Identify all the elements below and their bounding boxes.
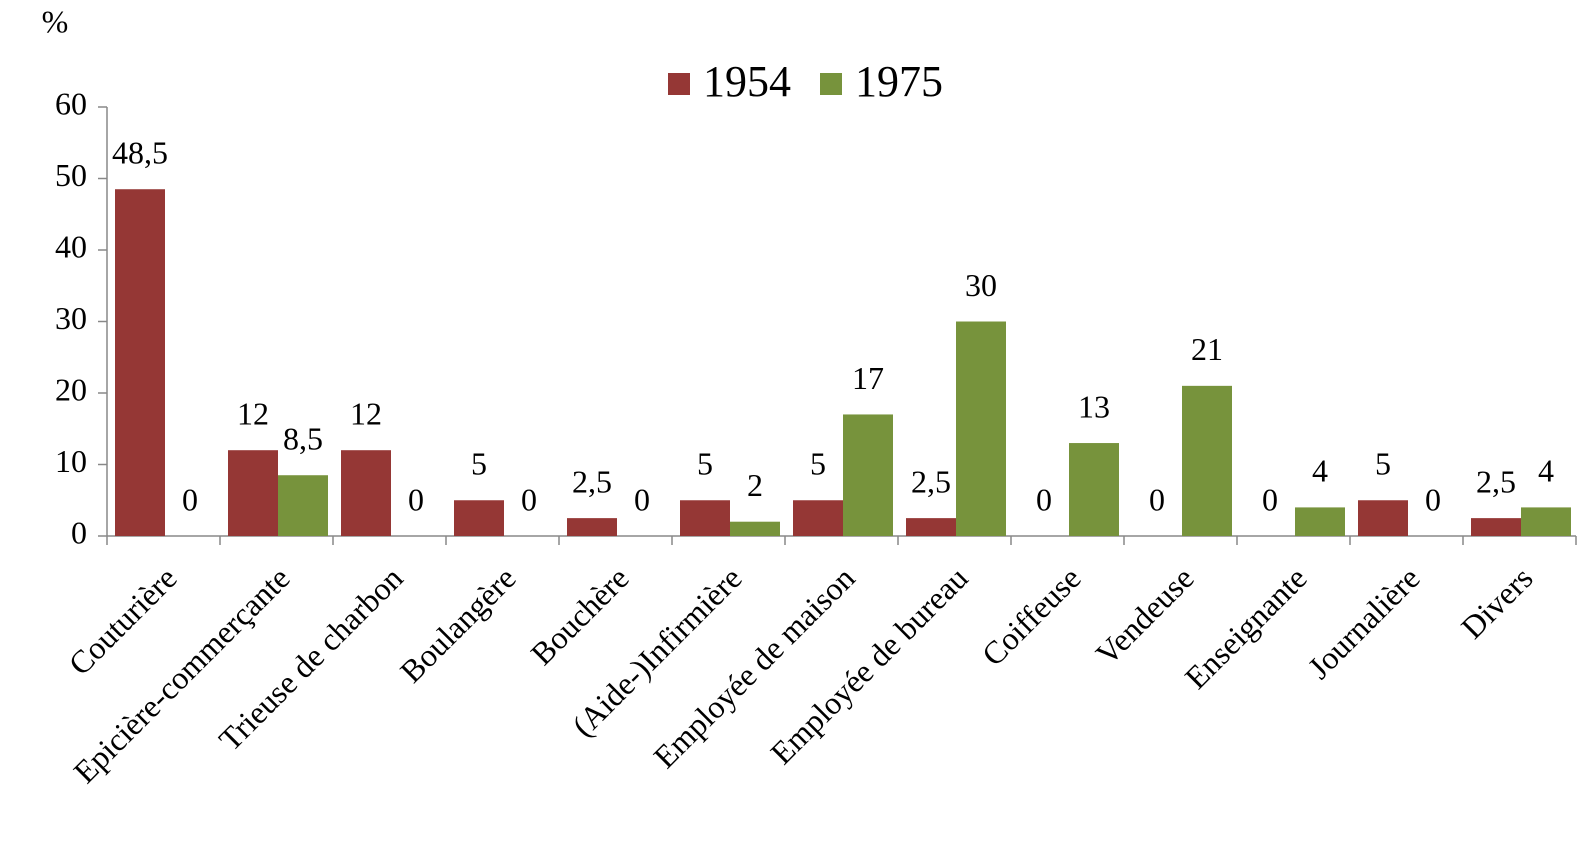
bar (115, 189, 165, 536)
value-label: 0 (634, 481, 650, 517)
x-tick-label: Employée de maison (646, 560, 861, 775)
value-label: 0 (1149, 481, 1165, 517)
value-label: 21 (1191, 331, 1223, 367)
bar (793, 500, 843, 536)
y-tick-label: 10 (55, 443, 87, 479)
value-label: 0 (182, 481, 198, 517)
bar (1069, 443, 1119, 536)
bar (1182, 385, 1232, 536)
bar (906, 518, 956, 536)
value-label: 4 (1312, 453, 1328, 489)
value-label: 17 (852, 360, 884, 396)
y-tick-label: 0 (71, 514, 87, 550)
x-tick-label: Epicière-commerçante (66, 560, 296, 790)
bar (730, 521, 780, 536)
x-tick-label: Enseignante (1178, 560, 1314, 696)
value-label: 48,5 (112, 135, 168, 171)
bar (1295, 507, 1345, 536)
value-label: 4 (1538, 453, 1554, 489)
bar (1358, 500, 1408, 536)
x-tick-label: Divers (1454, 560, 1540, 646)
value-label: 2,5 (1476, 463, 1516, 499)
y-tick-label: 20 (55, 371, 87, 407)
bar (1471, 518, 1521, 536)
value-label: 12 (237, 396, 269, 432)
value-label: 5 (810, 446, 826, 482)
y-axis-label: % (42, 3, 69, 39)
x-tick-label: Coiffeuse (975, 560, 1088, 673)
y-tick-label: 50 (55, 157, 87, 193)
bar (843, 414, 893, 536)
value-label: 0 (408, 481, 424, 517)
bar (1521, 507, 1571, 536)
y-tick-label: 60 (55, 85, 87, 121)
bar (567, 518, 617, 536)
bar (278, 475, 328, 536)
legend-label: 1975 (855, 57, 943, 106)
value-label: 0 (521, 481, 537, 517)
value-label: 8,5 (283, 421, 323, 457)
legend-label: 1954 (703, 57, 791, 106)
value-label: 0 (1425, 481, 1441, 517)
value-label: 5 (697, 446, 713, 482)
value-label: 2 (747, 467, 763, 503)
x-tick-label: Boulangère (393, 560, 523, 690)
x-tick-label: Employée de bureau (763, 560, 974, 771)
value-label: 13 (1078, 388, 1110, 424)
value-label: 0 (1036, 481, 1052, 517)
y-tick-label: 30 (55, 300, 87, 336)
x-tick-label: Couturière (61, 560, 183, 682)
value-label: 12 (350, 396, 382, 432)
x-tick-label: Vendeuse (1088, 560, 1200, 672)
legend-swatch (820, 73, 842, 95)
bar (454, 500, 504, 536)
value-label: 2,5 (911, 463, 951, 499)
value-label: 0 (1262, 481, 1278, 517)
legend-swatch (668, 73, 690, 95)
value-label: 2,5 (572, 463, 612, 499)
x-tick-label: Bouchère (523, 560, 635, 672)
bar (341, 450, 391, 536)
value-label: 5 (471, 446, 487, 482)
bar (680, 500, 730, 536)
value-label: 5 (1375, 446, 1391, 482)
bar (956, 321, 1006, 536)
value-label: 30 (965, 267, 997, 303)
x-tick-label: Journalière (1301, 560, 1427, 686)
y-tick-label: 40 (55, 228, 87, 264)
bar (228, 450, 278, 536)
